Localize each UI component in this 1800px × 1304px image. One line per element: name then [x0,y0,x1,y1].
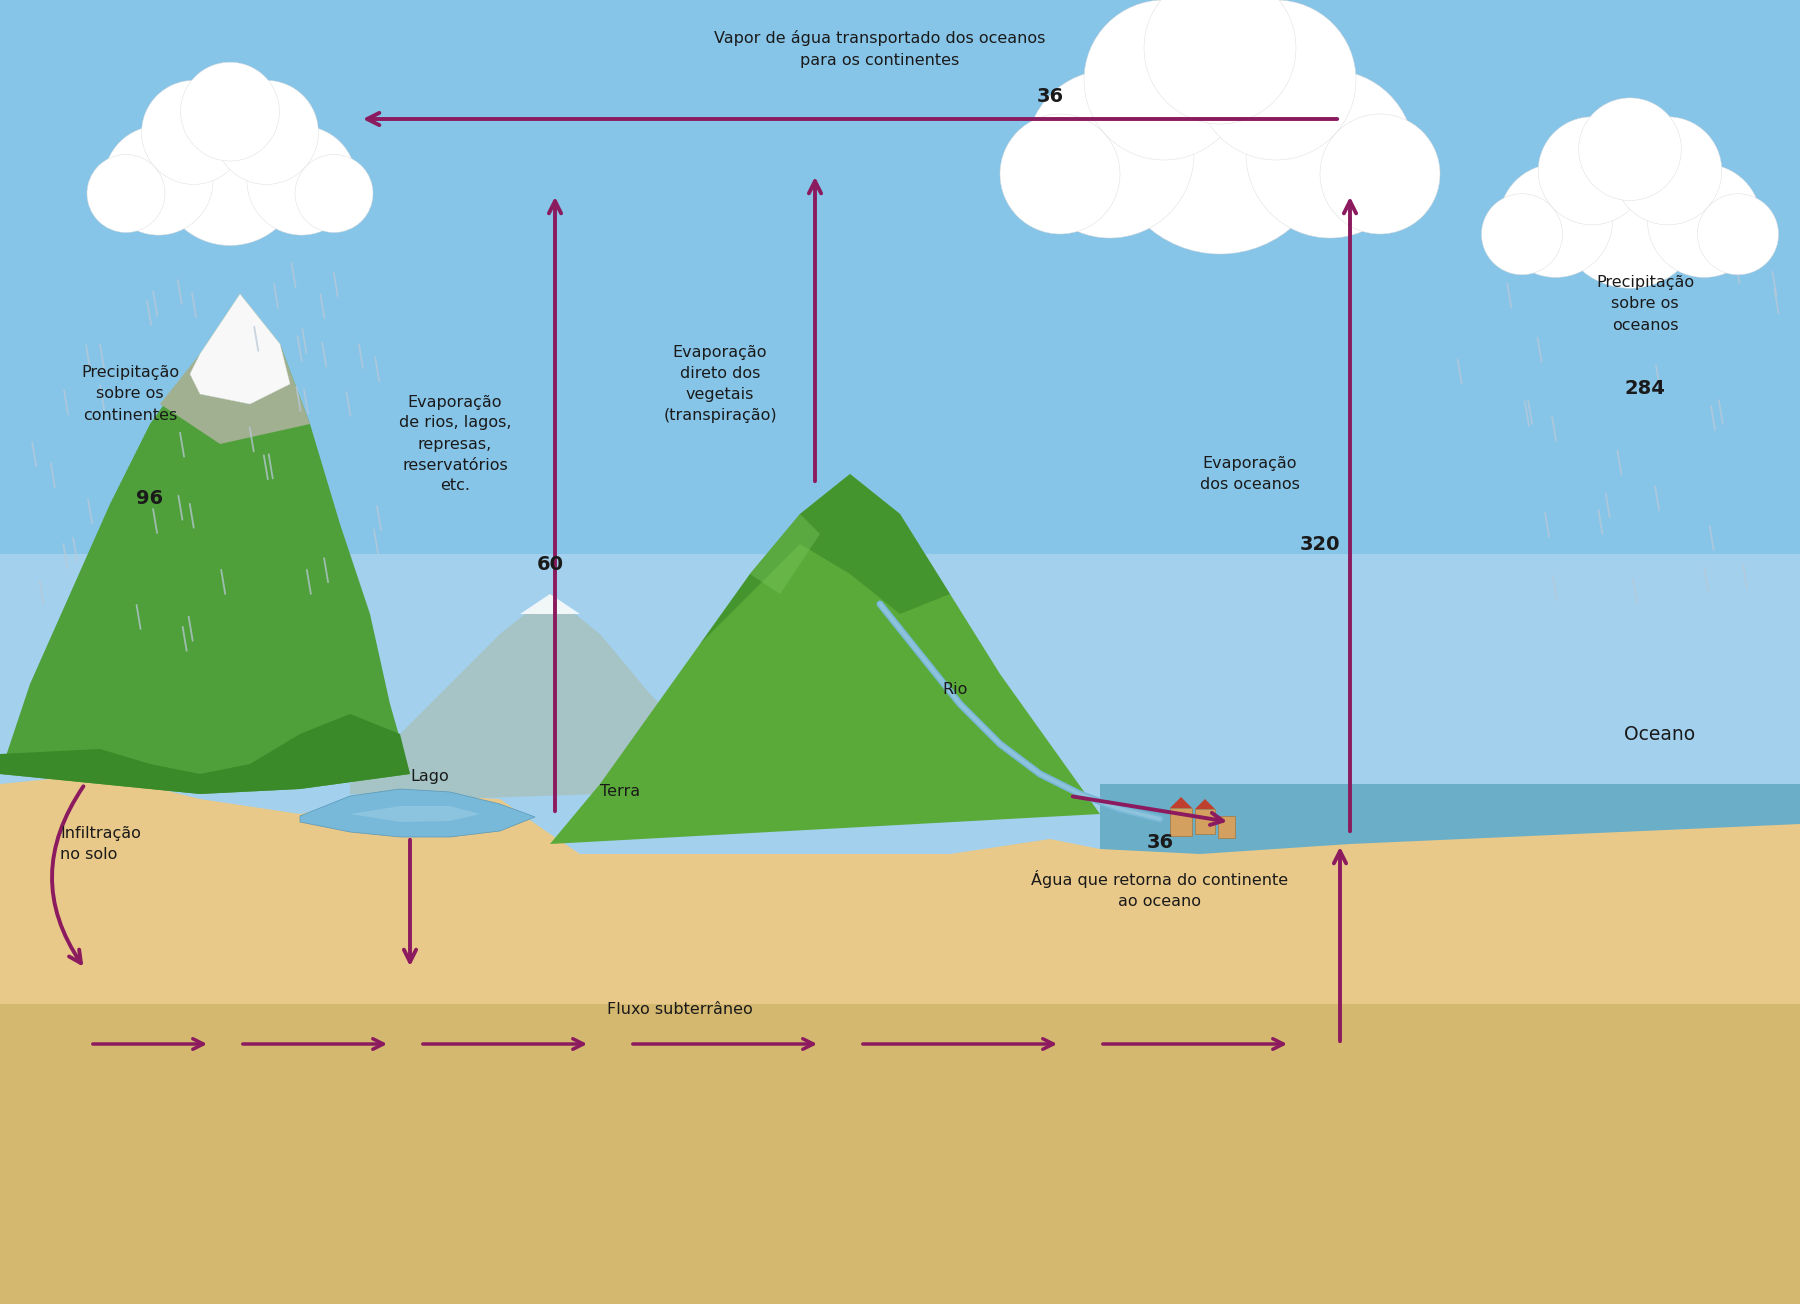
Text: 60: 60 [536,554,563,574]
Circle shape [1647,164,1760,278]
Text: 320: 320 [1300,535,1341,553]
Circle shape [247,126,356,235]
Text: 96: 96 [137,489,164,509]
Circle shape [1319,113,1440,233]
Text: Infiltração
no solo: Infiltração no solo [59,825,140,862]
Text: Oceano: Oceano [1624,725,1696,743]
Polygon shape [1100,784,1800,1304]
Text: Precipitação
sobre os
continentes: Precipitação sobre os continentes [81,365,178,422]
Circle shape [1111,34,1330,254]
Circle shape [1499,164,1613,278]
Circle shape [86,154,166,232]
Circle shape [1481,194,1562,275]
Text: Água que retorna do continente
ao oceano: Água que retorna do continente ao oceano [1031,870,1289,909]
Polygon shape [191,293,290,404]
Polygon shape [349,806,481,822]
Circle shape [1615,117,1723,224]
Text: Evaporação
direto dos
vegetais
(transpiração): Evaporação direto dos vegetais (transpir… [662,346,778,422]
Circle shape [1001,113,1120,233]
Text: Precipitação
sobre os
oceanos: Precipitação sobre os oceanos [1597,275,1694,333]
Polygon shape [1170,797,1192,808]
Circle shape [1539,117,1647,224]
Circle shape [1555,140,1705,288]
Polygon shape [0,775,1800,1304]
Polygon shape [751,514,821,595]
Polygon shape [0,544,259,775]
Bar [1195,808,1215,835]
Circle shape [104,126,212,235]
Circle shape [1195,0,1355,160]
Polygon shape [160,293,310,443]
Text: Terra: Terra [599,785,641,799]
Text: Evaporação
de rios, lagos,
represas,
reservatórios
etc.: Evaporação de rios, lagos, represas, res… [400,395,511,493]
Circle shape [142,81,245,184]
Polygon shape [0,554,1800,854]
Bar [1170,808,1192,836]
Circle shape [158,103,302,245]
Polygon shape [1195,799,1215,808]
Bar [1219,816,1235,838]
Circle shape [1579,98,1681,201]
Text: 36: 36 [1147,832,1174,852]
Polygon shape [0,1004,1800,1304]
Text: Fluxo subterrâneo: Fluxo subterrâneo [607,1001,752,1017]
Circle shape [214,81,319,184]
Circle shape [295,154,373,232]
Polygon shape [700,473,950,644]
Text: 36: 36 [1037,86,1064,106]
Polygon shape [0,293,410,794]
Text: Evaporação
dos oceanos: Evaporação dos oceanos [1201,456,1300,492]
Polygon shape [349,595,751,799]
Circle shape [1145,0,1296,124]
Circle shape [1026,70,1193,239]
Text: Vapor de água transportado dos oceanos
para os continentes: Vapor de água transportado dos oceanos p… [715,30,1046,68]
Polygon shape [520,595,580,614]
Circle shape [1246,70,1415,239]
Text: Rio: Rio [943,682,968,696]
Text: Lago: Lago [410,768,450,784]
Polygon shape [301,789,535,837]
Circle shape [180,63,279,160]
Polygon shape [551,473,1100,844]
Text: 284: 284 [1625,379,1665,399]
Polygon shape [0,715,410,794]
Circle shape [1084,0,1244,160]
Circle shape [1697,194,1778,275]
Polygon shape [0,0,1800,854]
